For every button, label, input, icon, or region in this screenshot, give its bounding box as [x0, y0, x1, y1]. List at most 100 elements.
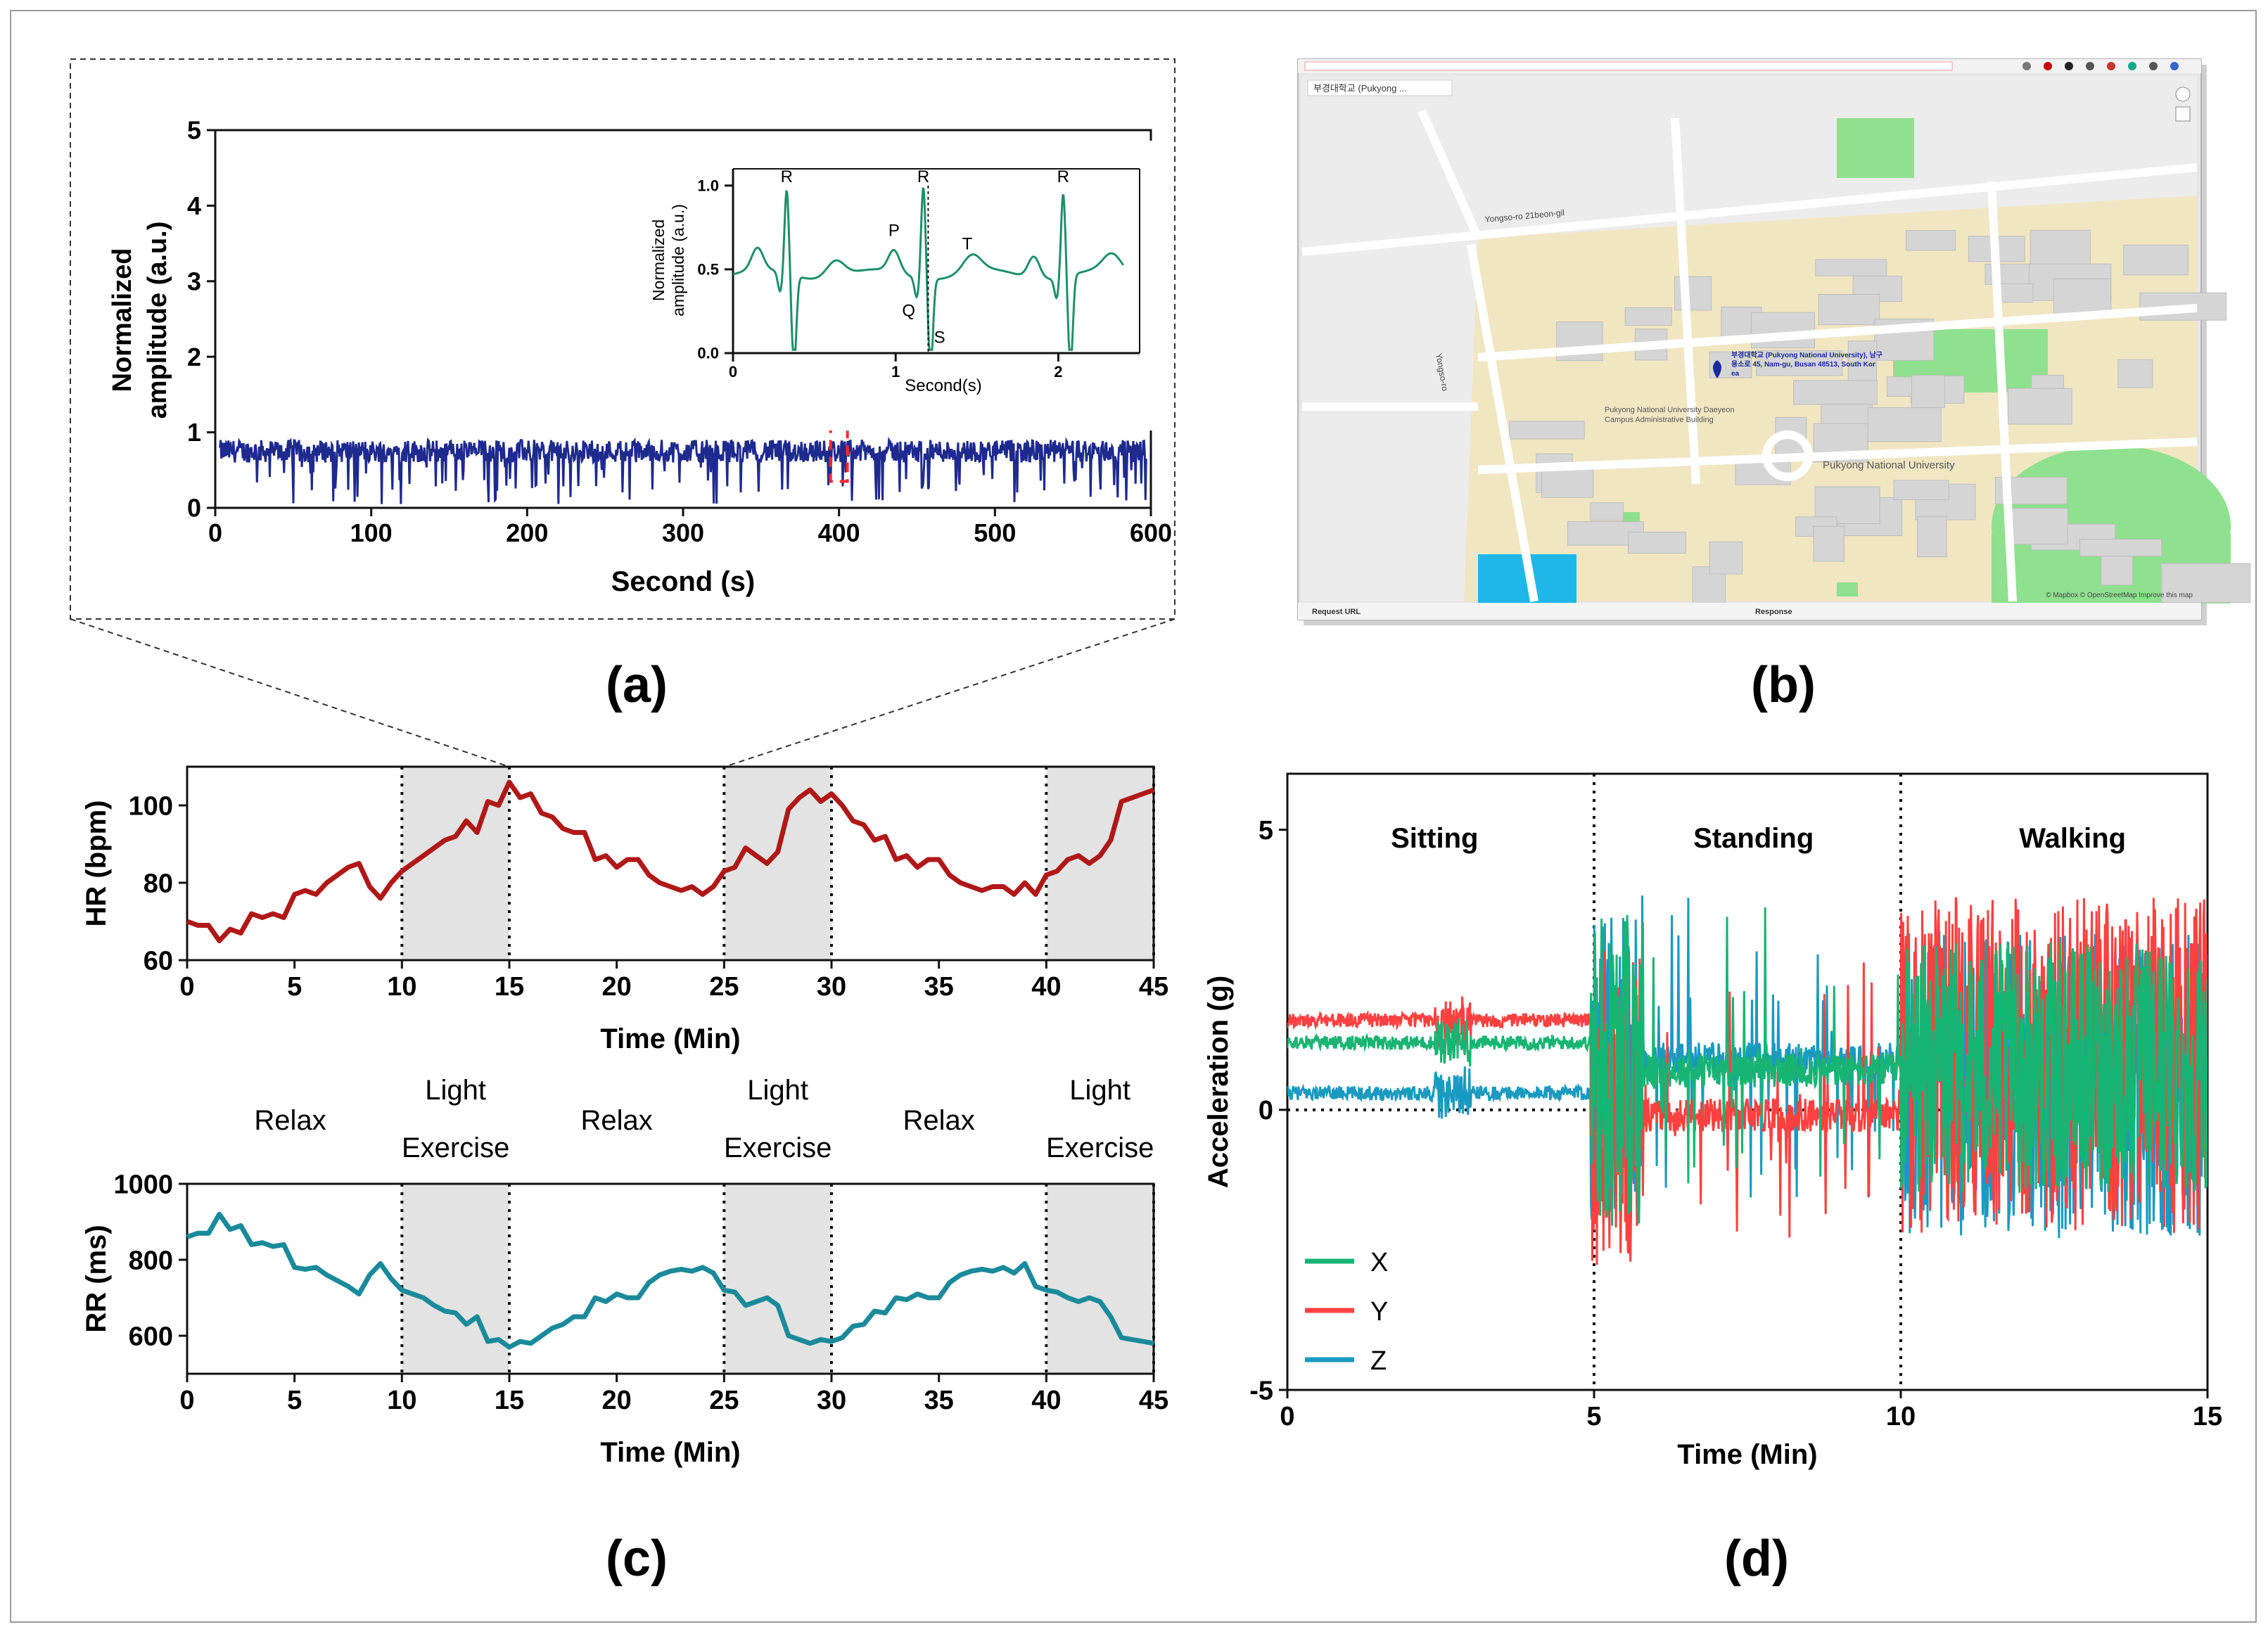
building [2079, 539, 2162, 557]
y-axis-title-line2: amplitude (a.u.) [143, 222, 172, 419]
building [1624, 307, 1672, 326]
browser-extension-icon [2107, 62, 2115, 70]
map-place-label: Campus Administrative Building [1605, 416, 1714, 424]
y-tick-label: 1000 [113, 1170, 173, 1199]
browser-footer [1298, 603, 2201, 620]
ecg-inset-chart: 0 1 2 0.0 0.5 1.0 Second(s) Normalized amplitude… [649, 141, 1161, 430]
building [2030, 229, 2091, 265]
browser-footer-left: Request URL [1312, 608, 1361, 616]
y-axis-title: Normalized amplitude (a.u.) [108, 222, 172, 419]
x-tick-label: 35 [924, 972, 954, 1002]
panel-d-label: (d) [1724, 1531, 1789, 1587]
browser-extension-icon [2022, 62, 2031, 70]
map-screenshot: 부경대학교 (Pukyong ...Yongso-ro 21beon-gilYo… [1297, 58, 2251, 625]
activity-label: Walking [2019, 823, 2126, 854]
map-search-box [1307, 79, 1453, 96]
panel-a: 0 100 200 300 400 500 600 0 1 2 3 4 5 Second (s) Norma… [70, 58, 1176, 767]
ecg-line [219, 437, 1147, 504]
browser-extension-icon [2044, 62, 2052, 70]
browser-extension-icon [2170, 62, 2179, 70]
y-axis-title: Acceleration (g) [1203, 976, 1234, 1188]
y-tick-label: 0.0 [697, 345, 719, 362]
phase-label-line2: Exercise [402, 1132, 509, 1163]
building [1709, 541, 1743, 575]
x-tick-label: 25 [709, 972, 739, 1002]
x-axis-title: Time (Min) [1677, 1439, 1817, 1470]
y-axis-title-line1: Normalized [108, 248, 137, 392]
roundabout [1762, 430, 1813, 481]
map-pin-label: 용소로 45, Nam-gu, Busan 48513, South Kor [1731, 360, 1875, 369]
map-place-label: Pukyong National University [1823, 459, 1955, 471]
x-tick-label: 100 [350, 518, 393, 547]
rr-chart: 0 5 10 15 20 25 30 35 40 45 600 800 1000 Time (Min) RR… [81, 1170, 1168, 1468]
legend-label-y: Y [1370, 1297, 1388, 1327]
x-tick-label: 5 [1586, 1402, 1601, 1431]
y-axis-title: RR (ms) [81, 1225, 112, 1332]
y-tick-label: 80 [144, 869, 173, 898]
panel-b-label: (b) [1751, 657, 1816, 713]
x-tick-label: 15 [495, 972, 524, 1002]
inset-ecg-line [733, 187, 1125, 351]
y-tick-label: 0 [187, 494, 201, 523]
map-locate-icon [2175, 87, 2191, 102]
building [1627, 531, 1686, 554]
browser-extension-icon [2086, 62, 2094, 70]
park-area [1837, 582, 1858, 596]
phase-label-line1: Light [747, 1075, 808, 1106]
building [2117, 359, 2153, 388]
building [1793, 380, 1878, 405]
road [1671, 117, 1700, 485]
y-tick-label: 1.0 [697, 177, 719, 195]
x-tick-label: 600 [1130, 518, 1172, 547]
inset-annotation-t: T [962, 234, 973, 253]
accel-line-x [1287, 907, 2208, 1226]
road [1418, 109, 1482, 240]
x-tick-label: 0 [179, 1386, 194, 1415]
legend-label-x: X [1370, 1248, 1388, 1277]
y-tick-label: 0 [1259, 1096, 1273, 1125]
x-tick-label: 5 [287, 972, 302, 1002]
x-tick-label: 2 [1054, 363, 1062, 381]
map-fullscreen-icon [2175, 106, 2191, 122]
phase-label-line2: Exercise [1046, 1132, 1154, 1163]
inset-y-title-line2: amplitude (a.u.) [669, 204, 687, 317]
shaded-phase [1046, 1184, 1154, 1374]
phase-labels: Relax Light Exercise Relax Light Exercise Rela… [254, 1075, 1154, 1163]
y-tick-label: 2 [187, 343, 201, 371]
y-axis-title: HR (bpm) [81, 800, 112, 927]
y-tick-label: 3 [187, 267, 201, 295]
inset-annotation-p: P [888, 221, 900, 240]
activity-label: Sitting [1391, 823, 1478, 854]
x-axis-title: Time (Min) [600, 1023, 740, 1054]
y-tick-label: 600 [129, 1322, 173, 1351]
building [1905, 230, 1956, 251]
road [1477, 438, 2198, 474]
map-place-label: Pukyong National University Daeyeon [1605, 406, 1735, 414]
phase-label-line1: Light [1069, 1075, 1130, 1106]
building [1674, 276, 1712, 311]
panel-b: 부경대학교 (Pukyong ...Yongso-ro 21beon-gilYo… [1297, 58, 2251, 713]
inset-y-title: Normalized amplitude (a.u.) [649, 204, 687, 317]
phase-label: Relax [581, 1105, 653, 1136]
y-tick-label: 800 [129, 1246, 173, 1275]
x-tick-label: 15 [2193, 1402, 2222, 1431]
building [1917, 516, 1947, 558]
ecg-main-chart: 0 100 200 300 400 500 600 0 1 2 3 4 5 Second (s) Norma… [108, 116, 1172, 597]
x-tick-label: 40 [1031, 972, 1061, 1002]
phase-label-line1: Light [425, 1075, 486, 1106]
x-tick-label: 10 [387, 1386, 416, 1415]
browser-address-bar [1304, 61, 1953, 71]
x-tick-label: 35 [924, 1386, 954, 1415]
x-tick-label: 15 [495, 1386, 524, 1415]
x-tick-label: 0 [1280, 1402, 1294, 1431]
y-tick-label: 5 [1259, 816, 1273, 845]
x-tick-label: 500 [974, 518, 1016, 547]
inset-x-title: Second(s) [905, 376, 981, 395]
y-tick-label: 5 [187, 116, 201, 145]
inset-annotation-s: S [934, 328, 945, 347]
browser-footer-right: Response [1755, 608, 1792, 616]
y-tick-label: 60 [144, 946, 173, 976]
road [1301, 163, 2198, 256]
hr-chart: 0 5 10 15 20 25 30 35 40 45 60 80 100 Time (Min) HR (b… [81, 765, 1168, 1054]
